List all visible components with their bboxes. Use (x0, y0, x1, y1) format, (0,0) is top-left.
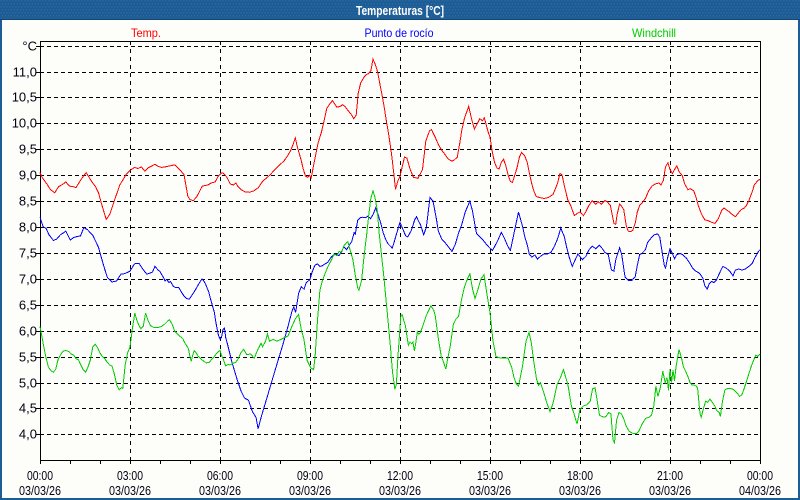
svg-text:03/03/26: 03/03/26 (19, 483, 61, 498)
svg-text:4,5: 4,5 (19, 401, 37, 416)
svg-text:03/03/26: 03/03/26 (649, 483, 691, 498)
svg-text:4,0: 4,0 (19, 427, 37, 442)
svg-text:04/03/26: 04/03/26 (739, 483, 781, 498)
svg-text:Temperaturas [°C]: Temperaturas [°C] (356, 3, 444, 18)
svg-text:10,0: 10,0 (12, 116, 37, 131)
svg-text:9,5: 9,5 (19, 142, 37, 157)
svg-text:7,5: 7,5 (19, 246, 37, 261)
svg-text:00:00: 00:00 (27, 468, 53, 483)
svg-text:03/03/26: 03/03/26 (109, 483, 151, 498)
svg-text:03:00: 03:00 (117, 468, 143, 483)
svg-text:10,5: 10,5 (12, 90, 37, 105)
svg-text:Punto de rocío: Punto de rocío (365, 26, 434, 40)
svg-text:9,0: 9,0 (19, 168, 37, 183)
svg-text:8,5: 8,5 (19, 194, 37, 209)
svg-text:03/03/26: 03/03/26 (289, 483, 331, 498)
svg-text:Windchill: Windchill (632, 26, 676, 40)
svg-text:03/03/26: 03/03/26 (469, 483, 511, 498)
svg-text:21:00: 21:00 (657, 468, 683, 483)
svg-text:03/03/26: 03/03/26 (199, 483, 241, 498)
svg-text:5,0: 5,0 (19, 376, 37, 391)
svg-text:5,5: 5,5 (19, 350, 37, 365)
svg-text:00:00: 00:00 (747, 468, 773, 483)
svg-text:09:00: 09:00 (297, 468, 323, 483)
svg-text:03/03/26: 03/03/26 (559, 483, 601, 498)
svg-text:°C: °C (22, 39, 37, 54)
svg-text:8,0: 8,0 (19, 220, 37, 235)
svg-text:18:00: 18:00 (567, 468, 593, 483)
svg-text:11,0: 11,0 (13, 65, 37, 80)
svg-text:6,5: 6,5 (19, 298, 37, 313)
svg-text:15:00: 15:00 (477, 468, 503, 483)
svg-text:12:00: 12:00 (387, 468, 413, 483)
svg-text:Temp.: Temp. (131, 26, 161, 40)
svg-text:03/03/26: 03/03/26 (379, 483, 421, 498)
svg-text:7,0: 7,0 (19, 272, 37, 287)
svg-text:06:00: 06:00 (207, 468, 233, 483)
svg-text:6,0: 6,0 (19, 324, 37, 339)
